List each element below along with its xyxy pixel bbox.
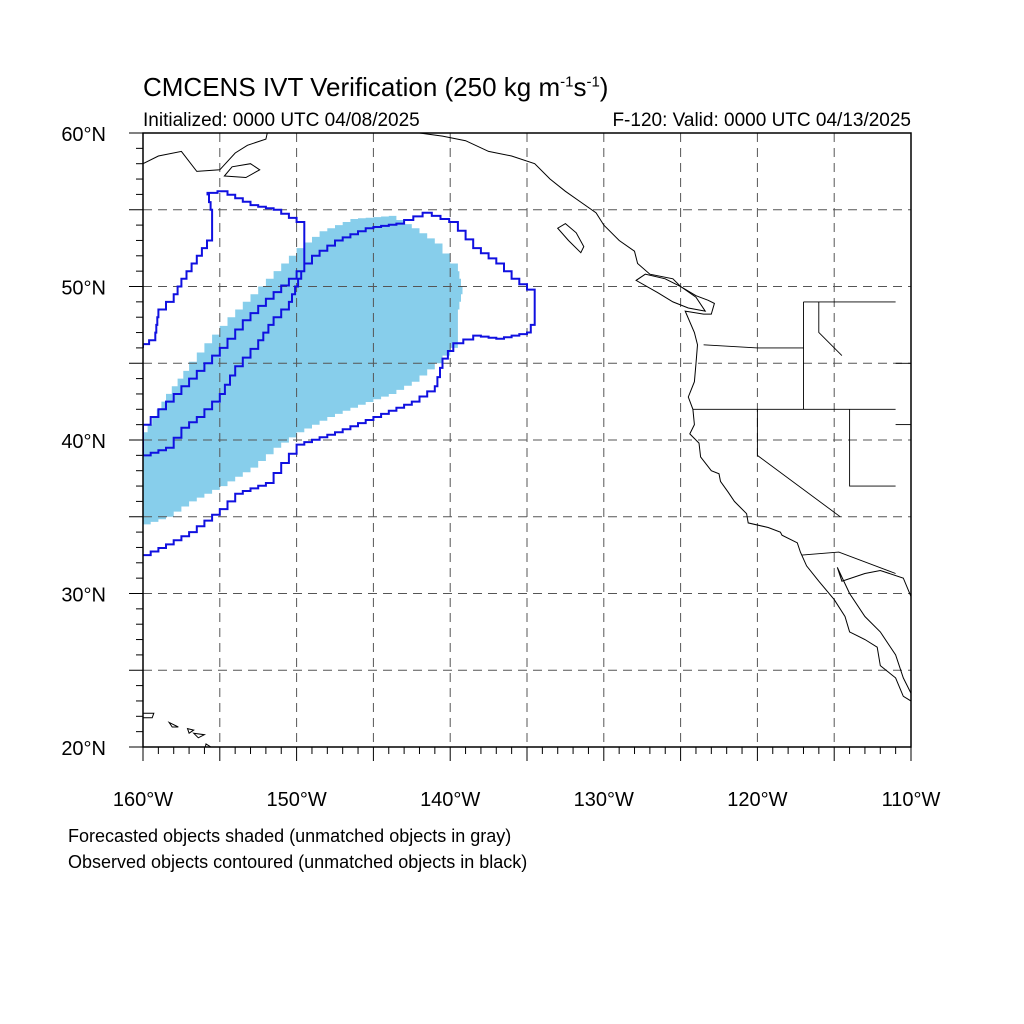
- lat-label: 20°N: [61, 738, 106, 760]
- lat-label: 60°N: [61, 124, 106, 146]
- hawaii-island: [186, 727, 195, 734]
- coastline-layer: [143, 133, 911, 747]
- lon-label: 140°W: [420, 789, 480, 811]
- lat-label: 30°N: [61, 585, 106, 607]
- lon-label: 150°W: [266, 789, 326, 811]
- initialized-time: Initialized: 0000 UTC 04/08/2025: [143, 110, 420, 131]
- haida-gwaii: [556, 222, 585, 254]
- hawaii-island: [167, 721, 179, 728]
- state-border: [801, 551, 896, 574]
- vancouver-island: [635, 273, 707, 312]
- valid-time: F-120: Valid: 0000 UTC 04/13/2025: [612, 110, 911, 131]
- state-border: [756, 409, 841, 518]
- lon-label: 130°W: [574, 789, 634, 811]
- lat-label: 50°N: [61, 278, 106, 300]
- lat-label: 40°N: [61, 431, 106, 453]
- axis-labels: 160°W 150°W 140°W 130°W 120°W 110°W 60°N 50°N 40…: [61, 124, 940, 811]
- kodiak-island: [223, 163, 261, 179]
- west-coast-coastline: [393, 133, 911, 702]
- state-border: [849, 409, 896, 487]
- forecast-objects-layer: [143, 215, 463, 525]
- caption-observed: Observed objects contoured (unmatched ob…: [68, 852, 528, 872]
- alaska-peninsula-coast: [143, 133, 268, 172]
- hawaii-island: [192, 732, 207, 739]
- observed-objects-layer: [143, 190, 536, 557]
- lon-label: 120°W: [727, 789, 787, 811]
- observed-object-contour: [143, 190, 536, 557]
- figure-title: CMCENS IVT Verification (250 kg m-1s-1): [143, 72, 609, 102]
- state-border: [818, 301, 843, 356]
- hawaii-island: [143, 712, 155, 719]
- caption-forecast: Forecasted objects shaded (unmatched obj…: [68, 826, 512, 846]
- state-border: [703, 301, 804, 349]
- lon-label: 110°W: [882, 789, 941, 811]
- forecast-object: [143, 215, 463, 525]
- lon-label: 160°W: [113, 789, 173, 811]
- map-frame: [129, 132, 912, 761]
